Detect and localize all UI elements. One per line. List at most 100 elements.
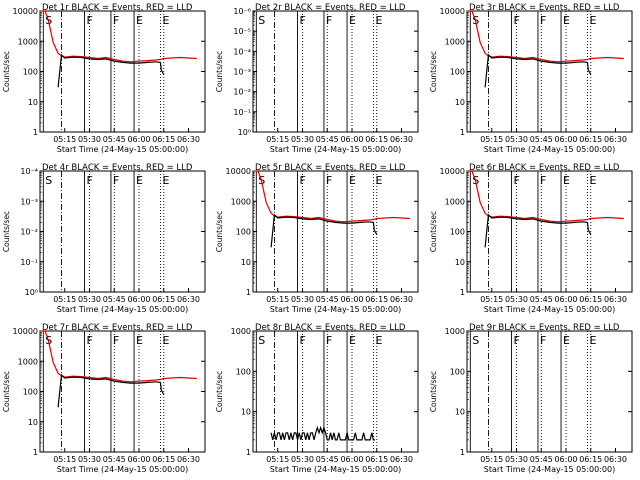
x-tick-label: 06:30 (604, 455, 627, 464)
chart-title: Det 3r BLACK = Events, RED = LLD (469, 3, 620, 13)
x-tick-label: 06:30 (177, 295, 200, 304)
x-tick-label: 05:15 (480, 295, 503, 304)
marker-label-e: E (349, 334, 356, 347)
x-tick-label: 06:15 (365, 135, 388, 144)
series-events-line (270, 213, 378, 248)
y-tick-label: 10000 (440, 7, 465, 16)
chart-title: Det 8r BLACK = Events, RED = LLD (255, 323, 406, 333)
x-tick-label: 05:45 (316, 455, 339, 464)
y-tick-label: 1000 (231, 327, 251, 336)
marker-label-s: S (472, 334, 479, 347)
x-tick-label: 06:00 (340, 135, 363, 144)
marker-label-f: F (113, 174, 119, 187)
series-lld-line (467, 170, 624, 223)
x-tick-label: 05:45 (316, 295, 339, 304)
y-tick-label: 10⁻² (20, 228, 38, 237)
series-events-line (484, 213, 592, 248)
marker-label-s: S (45, 174, 52, 187)
x-tick-label: 06:00 (127, 135, 150, 144)
y-axis-label: Counts/sec (429, 371, 438, 412)
y-tick-label: 1000 (18, 357, 38, 366)
x-tick-label: 06:30 (390, 455, 413, 464)
x-tick-label: 06:30 (177, 135, 200, 144)
x-tick-label: 06:00 (127, 455, 150, 464)
y-tick-label: 10 (241, 258, 251, 267)
marker-label-f: F (326, 14, 332, 27)
y-tick-label: 100 (450, 367, 465, 376)
marker-label-f: F (326, 334, 332, 347)
marker-label-e: E (563, 174, 570, 187)
y-tick-label: 10⁻³ (20, 197, 38, 206)
plot-area (252, 170, 419, 293)
marker-label-s: S (258, 334, 265, 347)
y-tick-label: 10⁻¹ (20, 258, 38, 267)
y-tick-label: 1 (33, 128, 38, 137)
marker-label-f: F (540, 174, 546, 187)
x-tick-label: 05:45 (530, 455, 553, 464)
y-tick-label: 1000 (445, 37, 465, 46)
series-events-line (484, 53, 592, 88)
y-tick-label: 10⁰ (238, 128, 251, 137)
marker-label-f: F (540, 14, 546, 27)
x-tick-label: 06:15 (152, 295, 175, 304)
chart-title: Det 1r BLACK = Events, RED = LLD (42, 3, 193, 13)
series-events-line (57, 373, 165, 408)
y-tick-label: 1000 (231, 197, 251, 206)
x-tick-label: 05:15 (53, 295, 76, 304)
plot-area (466, 170, 633, 293)
y-tick-label: 10⁻⁴ (20, 167, 38, 176)
marker-label-e: E (136, 334, 143, 347)
x-axis-label: Start Time (24-May-15 05:00:00) (57, 465, 188, 474)
y-tick-label: 100 (23, 68, 38, 77)
x-tick-label: 05:15 (53, 135, 76, 144)
x-tick-label: 06:00 (340, 455, 363, 464)
chart-panel-7: Det 7r BLACK = Events, RED = LLDSFFEE110… (2, 323, 206, 474)
x-axis-label: Start Time (24-May-15 05:00:00) (484, 465, 615, 474)
plot-area (466, 10, 633, 133)
y-tick-label: 100 (236, 228, 251, 237)
chart-panel-5: Det 5r BLACK = Events, RED = LLDSFFEE110… (215, 163, 419, 314)
chart-panel-8: Det 8r BLACK = Events, RED = LLDSFFEE110… (215, 323, 419, 474)
x-tick-label: 06:30 (177, 455, 200, 464)
series-events-line (270, 425, 376, 441)
y-axis-label: Counts/sec (215, 51, 224, 92)
y-tick-label: 1 (460, 448, 465, 457)
x-tick-label: 05:45 (530, 135, 553, 144)
series-events-line (57, 53, 165, 88)
x-tick-label: 05:45 (103, 295, 126, 304)
x-tick-label: 05:30 (505, 455, 528, 464)
plot-area (252, 10, 419, 133)
plot-area (39, 10, 206, 133)
x-tick-label: 05:30 (291, 295, 314, 304)
marker-label-e: E (375, 14, 382, 27)
x-tick-label: 05:45 (316, 135, 339, 144)
x-axis-label: Start Time (24-May-15 05:00:00) (270, 305, 401, 314)
y-tick-label: 10000 (13, 7, 38, 16)
x-tick-label: 05:15 (266, 295, 289, 304)
y-axis-label: Counts/sec (2, 371, 11, 412)
marker-label-e: E (349, 174, 356, 187)
x-tick-label: 06:30 (390, 135, 413, 144)
marker-label-f: F (540, 334, 546, 347)
series-lld-line (253, 170, 410, 223)
y-tick-label: 1 (460, 128, 465, 137)
marker-label-s: S (258, 14, 265, 27)
marker-label-e: E (563, 334, 570, 347)
y-tick-label: 1 (460, 288, 465, 297)
series-lld-line (40, 330, 197, 383)
chart-title: Det 5r BLACK = Events, RED = LLD (255, 163, 406, 173)
marker-label-e: E (589, 174, 596, 187)
x-axis-label: Start Time (24-May-15 05:00:00) (270, 145, 401, 154)
marker-label-f: F (326, 174, 332, 187)
y-axis-label: Counts/sec (2, 211, 11, 252)
y-tick-label: 10 (28, 98, 38, 107)
x-tick-label: 05:15 (266, 455, 289, 464)
y-tick-label: 100 (23, 388, 38, 397)
x-tick-label: 06:00 (127, 295, 150, 304)
x-tick-label: 06:15 (152, 135, 175, 144)
plot-area (466, 330, 633, 453)
y-tick-label: 10⁰ (25, 288, 38, 297)
y-tick-label: 10⁻⁵ (233, 27, 251, 36)
y-tick-label: 10 (241, 408, 251, 417)
y-tick-label: 1 (33, 448, 38, 457)
